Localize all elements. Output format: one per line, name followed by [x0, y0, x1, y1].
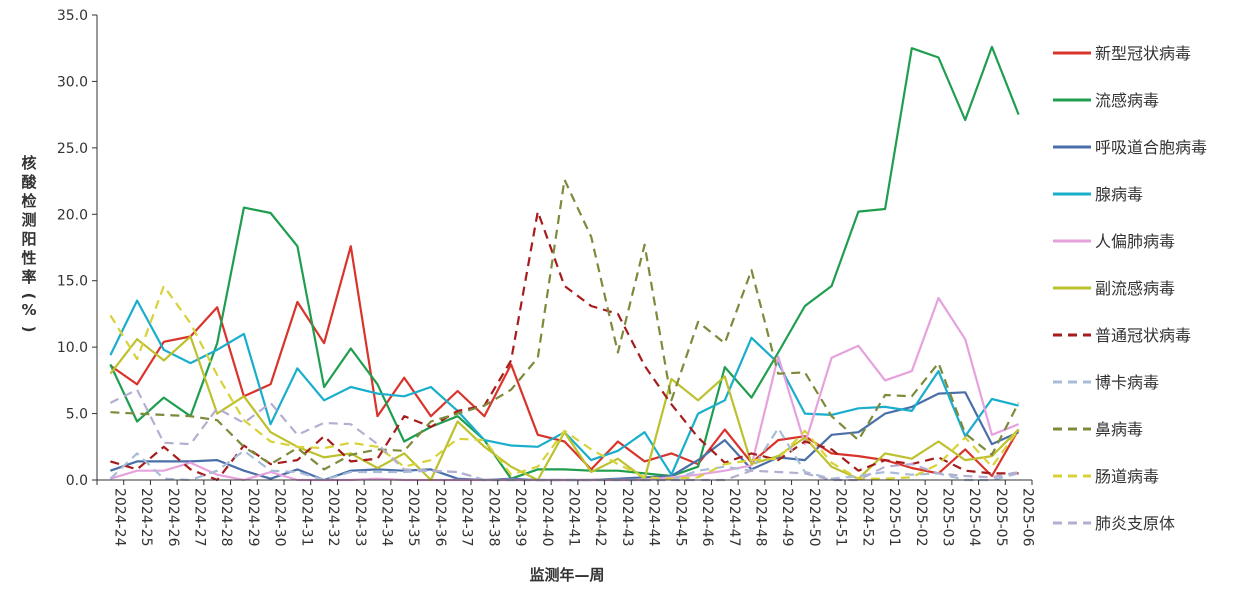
x-tick-label: 2025-02	[913, 488, 929, 547]
x-tick-label: 2024-43	[619, 488, 635, 547]
y-axis-label-char: 酸	[21, 173, 37, 191]
x-tick-label: 2024-50	[806, 488, 822, 547]
y-axis-label-char: 核	[21, 154, 36, 172]
x-tick-label: 2024-40	[539, 488, 555, 547]
x-tick-label: 2024-38	[485, 488, 501, 547]
x-tick-label: 2024-34	[379, 488, 395, 547]
series-line-9	[110, 178, 1020, 471]
x-tick-label: 2024-45	[672, 488, 688, 547]
x-tick-label: 2024-32	[325, 488, 341, 547]
y-tick-label: 5.0	[66, 407, 88, 423]
x-tick-label: 2024-28	[218, 488, 234, 547]
y-axis-label-char: 测	[21, 211, 36, 229]
legend-label: 博卡病毒	[1095, 373, 1159, 392]
legend-label: 普通冠状病毒	[1095, 326, 1191, 345]
x-tick-label: 2024-49	[779, 488, 795, 547]
legend-label: 鼻病毒	[1095, 420, 1143, 439]
plot-area	[109, 45, 1020, 482]
legend-label: 流感病毒	[1095, 91, 1159, 110]
x-tick-label: 2024-35	[405, 488, 421, 547]
x-tick-label: 2024-30	[272, 488, 288, 547]
y-axis-label-char: 检	[21, 192, 36, 210]
x-tick-label: 2025-06	[1020, 488, 1036, 547]
y-tick-label: 25.0	[57, 141, 88, 157]
x-tick-label: 2024-47	[726, 488, 742, 547]
series-line-10	[109, 284, 1020, 480]
y-tick-label: 10.0	[57, 340, 88, 356]
x-tick-label: 2024-46	[699, 488, 715, 547]
y-axis-label-char: 阳	[21, 230, 36, 248]
x-tick-label: 2024-27	[192, 488, 208, 547]
x-axis-label: 监测年—周	[529, 566, 604, 584]
y-tick-label: 30.0	[57, 74, 88, 90]
x-tick-label: 2024-37	[459, 488, 475, 547]
x-tick-label: 2024-52	[859, 488, 875, 547]
x-tick-label: 2024-25	[138, 488, 154, 547]
y-axis-label-char: 率	[21, 268, 36, 286]
x-tick-label: 2025-01	[886, 488, 902, 547]
legend-label: 新型冠状病毒	[1095, 44, 1191, 63]
y-axis-label-char: (	[20, 293, 38, 300]
x-tick-label: 2024-44	[646, 488, 662, 547]
legend-label: 肺炎支原体	[1095, 514, 1175, 533]
series-line-1	[109, 245, 1020, 478]
x-tick-label: 2024-31	[298, 488, 314, 547]
y-axis: 0.0 5.0 10.0 15.0 20.0 25.0 30.0 35.0	[57, 8, 98, 489]
series-line-7	[110, 210, 1019, 482]
legend-label: 肠道病毒	[1095, 467, 1159, 486]
x-tick-label: 2024-24	[111, 488, 127, 547]
x-tick-label: 2025-03	[940, 488, 956, 547]
legend: 新型冠状病毒流感病毒呼吸道合胞病毒腺病毒人偏肺病毒副流感病毒普通冠状病毒博卡病毒…	[1053, 44, 1207, 533]
x-axis: 2024-24 2024-25 2024-26 2024-27 2024-28 2024-…	[96, 479, 1036, 547]
series-line-2	[109, 45, 1020, 480]
y-tick-label: 15.0	[57, 274, 88, 290]
y-axis-label-char: %	[21, 301, 36, 319]
x-tick-label: 2025-05	[993, 488, 1009, 547]
x-tick-label: 2024-48	[753, 488, 769, 547]
x-tick-label: 2024-26	[165, 488, 181, 547]
x-tick-label: 2024-36	[432, 488, 448, 547]
y-axis-label-char: 性	[21, 249, 36, 267]
legend-label: 人偏肺病毒	[1095, 232, 1175, 251]
series-line-4	[109, 299, 1019, 476]
x-tick-label: 2024-29	[245, 488, 261, 547]
y-tick-label: 35.0	[57, 8, 88, 24]
series-line-11	[109, 388, 1019, 482]
x-tick-label: 2025-04	[966, 488, 982, 547]
x-tick-label: 2024-42	[592, 488, 608, 547]
legend-label: 呼吸道合胞病毒	[1095, 138, 1207, 157]
y-tick-label: 20.0	[57, 207, 88, 223]
legend-label: 副流感病毒	[1095, 279, 1175, 298]
series-line-6	[109, 335, 1020, 482]
x-tick-label: 2024-33	[352, 488, 368, 547]
y-tick-label: 0.0	[66, 473, 88, 489]
legend-label: 腺病毒	[1095, 185, 1143, 204]
x-tick-label: 2024-41	[566, 488, 582, 547]
y-axis-label-char: )	[20, 326, 38, 333]
x-tick-label: 2024-51	[833, 488, 849, 547]
x-tick-label: 2024-39	[512, 488, 528, 547]
